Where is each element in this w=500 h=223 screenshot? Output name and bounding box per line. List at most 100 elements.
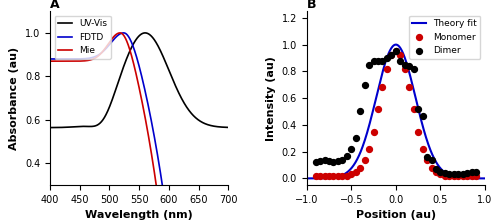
Theory fit xyxy=(434,162,440,165)
Dimer xyxy=(441,171,449,175)
Dimer xyxy=(378,59,386,62)
UV-Vis xyxy=(47,126,53,129)
Text: B: B xyxy=(306,0,316,11)
Theory fit xyxy=(433,160,439,163)
Dimer xyxy=(365,63,373,66)
Dimer xyxy=(414,107,422,111)
Line: Theory fit: Theory fit xyxy=(306,45,485,178)
Theory fit xyxy=(362,139,368,142)
Dimer xyxy=(383,56,391,60)
Monomer xyxy=(325,174,333,178)
UV-Vis xyxy=(93,124,99,127)
Monomer xyxy=(458,174,466,178)
Line: FDTD: FDTD xyxy=(50,33,228,223)
Mie xyxy=(117,31,123,34)
Monomer xyxy=(472,174,480,178)
Monomer xyxy=(378,86,386,89)
Dimer xyxy=(458,173,466,176)
Monomer xyxy=(405,86,413,89)
Monomer xyxy=(343,174,351,178)
FDTD xyxy=(120,31,126,34)
UV-Vis xyxy=(142,31,148,34)
UV-Vis xyxy=(166,70,172,73)
Theory fit xyxy=(392,43,398,46)
Dimer xyxy=(312,161,320,164)
Monomer xyxy=(428,166,436,169)
Monomer xyxy=(312,174,320,178)
Legend: UV-Vis, FDTD, Mie: UV-Vis, FDTD, Mie xyxy=(54,16,110,59)
Mie xyxy=(78,60,84,62)
Dimer xyxy=(388,54,396,57)
X-axis label: Wavelength (nm): Wavelength (nm) xyxy=(86,210,193,220)
Dimer xyxy=(374,59,382,62)
Monomer xyxy=(365,147,373,151)
Monomer xyxy=(316,174,324,178)
Monomer xyxy=(423,158,431,161)
Dimer xyxy=(356,110,364,113)
Dimer xyxy=(325,159,333,163)
Monomer xyxy=(468,174,475,178)
Monomer xyxy=(463,174,471,178)
Monomer xyxy=(392,50,400,53)
Dimer xyxy=(432,167,440,171)
Line: Mie: Mie xyxy=(50,33,228,223)
UV-Vis xyxy=(152,40,158,43)
Dimer xyxy=(428,158,436,161)
Dimer xyxy=(320,158,328,161)
Theory fit xyxy=(374,91,380,94)
UV-Vis xyxy=(128,48,134,51)
Dimer xyxy=(405,64,413,68)
Mie xyxy=(47,60,53,62)
Legend: Theory fit, Monomer, Dimer: Theory fit, Monomer, Dimer xyxy=(409,16,480,59)
Monomer xyxy=(410,107,418,111)
Dimer xyxy=(468,170,475,173)
Dimer xyxy=(463,171,471,175)
FDTD xyxy=(152,141,158,144)
Dimer xyxy=(360,83,368,87)
Monomer xyxy=(436,173,444,176)
Dimer xyxy=(334,159,342,163)
Dimer xyxy=(410,67,418,70)
FDTD xyxy=(78,58,84,60)
Dimer xyxy=(418,114,426,117)
Dimer xyxy=(370,59,378,62)
Dimer xyxy=(436,170,444,173)
Theory fit xyxy=(325,177,331,179)
FDTD xyxy=(128,40,134,42)
Monomer xyxy=(352,170,360,173)
FDTD xyxy=(93,55,99,58)
Theory fit xyxy=(416,112,422,114)
Monomer xyxy=(388,54,396,57)
Dimer xyxy=(450,173,458,176)
Dimer xyxy=(446,173,454,176)
Dimer xyxy=(348,147,356,151)
Mie xyxy=(128,52,134,55)
Dimer xyxy=(316,159,324,163)
Monomer xyxy=(356,166,364,169)
Dimer xyxy=(396,59,404,62)
Monomer xyxy=(360,158,368,161)
Y-axis label: Absorbance (au): Absorbance (au) xyxy=(10,47,20,150)
Dimer xyxy=(401,63,409,66)
Monomer xyxy=(432,170,440,173)
Monomer xyxy=(374,107,382,111)
FDTD xyxy=(47,58,53,60)
Monomer xyxy=(441,174,449,178)
Monomer xyxy=(418,147,426,151)
Dimer xyxy=(338,158,346,161)
UV-Vis xyxy=(78,125,84,128)
Monomer xyxy=(450,174,458,178)
Monomer xyxy=(446,174,454,178)
Dimer xyxy=(352,136,360,140)
Dimer xyxy=(343,154,351,157)
Dimer xyxy=(454,173,462,176)
Monomer xyxy=(338,174,346,178)
Monomer xyxy=(348,173,356,176)
Monomer xyxy=(383,67,391,70)
Monomer xyxy=(320,174,328,178)
Monomer xyxy=(414,130,422,133)
Monomer xyxy=(396,54,404,57)
Monomer xyxy=(401,67,409,70)
Dimer xyxy=(423,155,431,159)
Theory fit xyxy=(482,177,488,180)
